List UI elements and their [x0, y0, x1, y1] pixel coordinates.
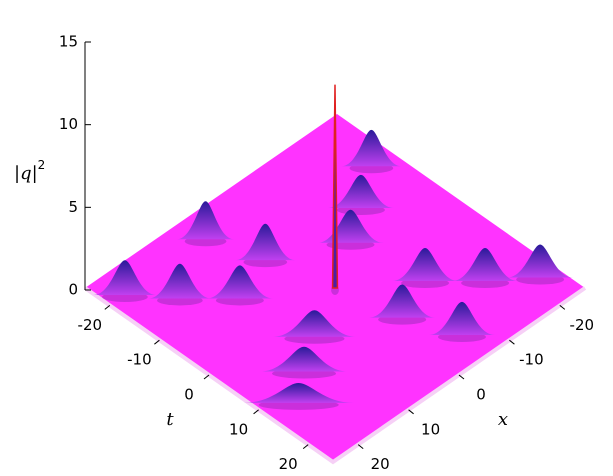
t-tick-label: 0 [184, 386, 194, 404]
x-tick [509, 339, 515, 345]
x-tick [408, 409, 414, 415]
t-tick [203, 374, 210, 380]
z-tick-label: 5 [68, 198, 78, 216]
peak [148, 263, 212, 299]
t-tick-label: -20 [78, 316, 103, 334]
peak [507, 244, 574, 278]
x-tick-label: -20 [570, 316, 595, 334]
peak [341, 129, 402, 167]
t-tick-label: 10 [229, 420, 248, 438]
x-tick-label: 20 [371, 455, 390, 473]
t-tick [104, 305, 111, 310]
x-tick-label: 0 [476, 386, 486, 404]
x-tick-label: 10 [421, 420, 440, 438]
peak [176, 201, 235, 240]
x-axis-label: x [498, 409, 508, 430]
t-tick [302, 444, 309, 449]
z-label-base: |q| [14, 163, 38, 184]
peak [235, 223, 296, 261]
peak [452, 247, 519, 282]
peak [206, 265, 273, 299]
surface-edge [83, 286, 587, 465]
peak [428, 301, 495, 335]
t-tick-label: -10 [127, 351, 152, 369]
z-tick-label: 10 [59, 115, 78, 133]
t-tick-label: 20 [279, 455, 298, 473]
peak [273, 310, 356, 337]
peak [93, 260, 157, 295]
surface [83, 84, 587, 465]
t-tick [154, 339, 160, 345]
x-tick-label: -10 [519, 351, 544, 369]
peak [260, 346, 349, 372]
x-tick [458, 374, 465, 380]
z-tick-label: 15 [59, 33, 78, 51]
z-tick-label: 0 [68, 281, 78, 299]
peak [369, 284, 436, 318]
t-axis-label: t [166, 409, 174, 430]
spike [331, 84, 339, 289]
peak [392, 247, 459, 282]
t-tick [253, 409, 259, 415]
peak [243, 383, 354, 403]
x-tick [357, 444, 364, 449]
z-label-sup: 2 [38, 158, 46, 172]
x-tick [559, 305, 566, 310]
z-axis-label: |q|2 [14, 158, 45, 185]
peak [327, 174, 394, 208]
